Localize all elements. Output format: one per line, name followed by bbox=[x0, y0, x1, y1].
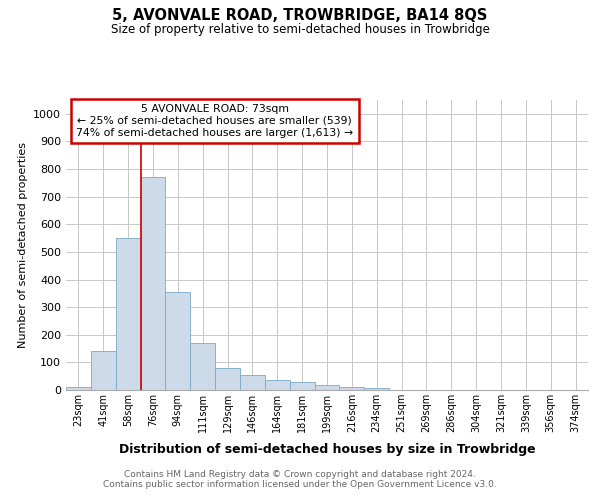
Bar bbox=[116, 238, 140, 390]
Bar bbox=[340, 387, 364, 390]
Bar bbox=[265, 380, 290, 390]
Y-axis label: Number of semi-detached properties: Number of semi-detached properties bbox=[17, 142, 28, 348]
Bar bbox=[66, 387, 91, 390]
Bar bbox=[364, 388, 389, 390]
Bar bbox=[240, 375, 265, 390]
Bar bbox=[166, 292, 190, 390]
Bar bbox=[215, 368, 240, 390]
Bar bbox=[140, 178, 166, 390]
Text: Contains HM Land Registry data © Crown copyright and database right 2024.
Contai: Contains HM Land Registry data © Crown c… bbox=[103, 470, 497, 489]
Bar bbox=[91, 352, 116, 390]
Text: 5, AVONVALE ROAD, TROWBRIDGE, BA14 8QS: 5, AVONVALE ROAD, TROWBRIDGE, BA14 8QS bbox=[112, 8, 488, 22]
Text: Size of property relative to semi-detached houses in Trowbridge: Size of property relative to semi-detach… bbox=[110, 22, 490, 36]
Text: Distribution of semi-detached houses by size in Trowbridge: Distribution of semi-detached houses by … bbox=[119, 442, 535, 456]
Bar bbox=[290, 382, 314, 390]
Bar bbox=[314, 385, 340, 390]
Bar bbox=[190, 343, 215, 390]
Text: 5 AVONVALE ROAD: 73sqm
← 25% of semi-detached houses are smaller (539)
74% of se: 5 AVONVALE ROAD: 73sqm ← 25% of semi-det… bbox=[76, 104, 353, 138]
